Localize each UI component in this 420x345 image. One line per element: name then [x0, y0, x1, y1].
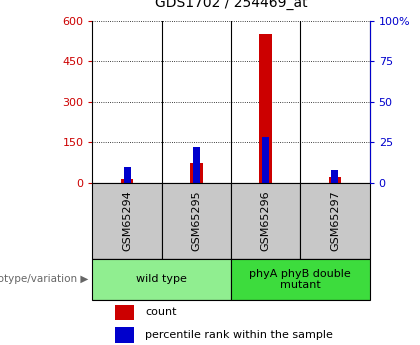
Text: GSM65294: GSM65294	[122, 190, 132, 251]
Text: phyA phyB double
mutant: phyA phyB double mutant	[249, 269, 351, 290]
Bar	[193, 147, 200, 183]
Bar	[231, 259, 370, 300]
Bar	[190, 162, 202, 183]
Bar	[92, 259, 231, 300]
Text: percentile rank within the sample: percentile rank within the sample	[145, 330, 333, 340]
Text: count: count	[145, 307, 176, 317]
Bar	[260, 34, 272, 183]
Bar	[162, 183, 231, 259]
Text: GSM65295: GSM65295	[192, 190, 201, 251]
Text: GDS1702 / 254469_at: GDS1702 / 254469_at	[155, 0, 307, 10]
Text: wild type: wild type	[136, 275, 187, 284]
Bar	[115, 327, 134, 343]
Bar	[329, 177, 341, 183]
Bar	[121, 179, 133, 183]
Text: genotype/variation ▶: genotype/variation ▶	[0, 275, 88, 284]
Bar	[300, 183, 370, 259]
Bar	[92, 183, 162, 259]
Text: GSM65297: GSM65297	[330, 190, 340, 251]
Bar	[331, 170, 339, 183]
Bar	[115, 305, 134, 320]
Text: GSM65296: GSM65296	[261, 190, 270, 251]
Bar	[262, 137, 269, 183]
Bar	[231, 183, 300, 259]
Bar	[123, 167, 131, 183]
